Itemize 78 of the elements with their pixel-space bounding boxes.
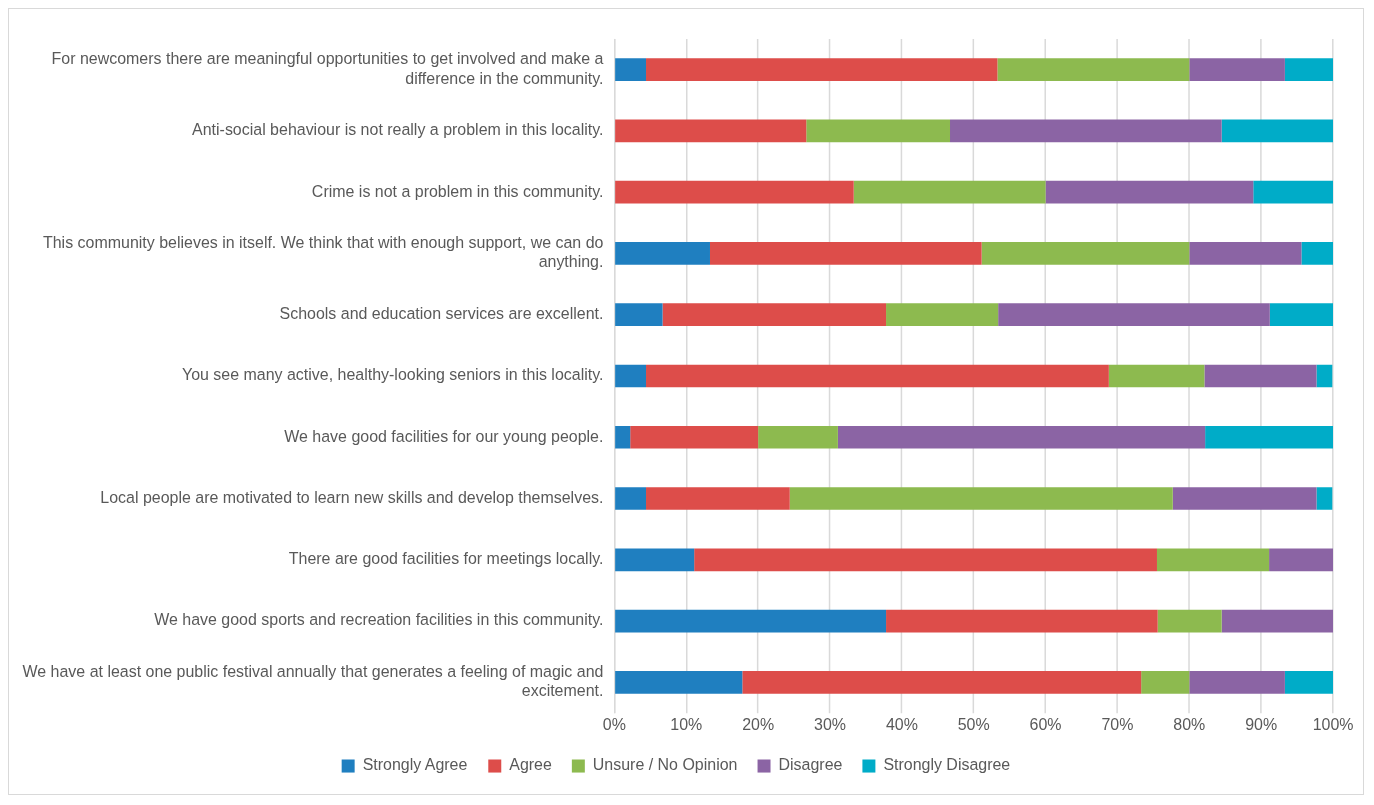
bar bbox=[646, 364, 1109, 388]
legend-label: Strongly Disagree bbox=[883, 756, 1011, 774]
bar bbox=[1221, 119, 1334, 143]
bar bbox=[997, 58, 1190, 81]
y-tick-label: This community believes in itself. We think that with enough support, we can do anything. bbox=[42, 234, 604, 271]
bar bbox=[615, 364, 647, 388]
bar bbox=[615, 303, 663, 327]
bar bbox=[998, 303, 1270, 327]
x-tick-label: 60% bbox=[1029, 715, 1062, 733]
bar bbox=[1189, 671, 1285, 694]
bar bbox=[1172, 487, 1317, 510]
bar bbox=[1045, 180, 1254, 204]
bar bbox=[646, 58, 998, 81]
x-tick-label: 40% bbox=[885, 715, 918, 733]
bar bbox=[981, 242, 1190, 265]
y-tick-label: You see many active, healthy-looking seniors in this locality. bbox=[181, 366, 604, 384]
bar bbox=[1157, 609, 1222, 633]
legend-label: Unsure / No Opinion bbox=[592, 756, 738, 774]
bar bbox=[1108, 364, 1205, 388]
bar bbox=[694, 548, 1157, 572]
bar bbox=[646, 487, 790, 510]
bar bbox=[789, 487, 1173, 510]
bar bbox=[615, 425, 631, 449]
y-tick-label: We have at least one public festival annually that generates a feeling of magic and excitement. bbox=[22, 663, 604, 700]
bar bbox=[886, 303, 999, 327]
bar bbox=[1284, 58, 1334, 81]
x-tick-label: 80% bbox=[1173, 715, 1206, 733]
y-tick-label: Crime is not a problem in this community. bbox=[311, 182, 604, 200]
bar bbox=[1205, 425, 1334, 449]
legend-label: Disagree bbox=[778, 756, 843, 774]
bar bbox=[615, 548, 695, 572]
bar bbox=[1204, 364, 1317, 388]
x-tick-label: 90% bbox=[1245, 715, 1278, 733]
bar bbox=[1269, 548, 1334, 572]
bar bbox=[1141, 671, 1190, 694]
bar bbox=[837, 425, 1206, 449]
x-tick-label: 20% bbox=[742, 715, 775, 733]
bar bbox=[950, 119, 1222, 143]
bar bbox=[742, 671, 1142, 694]
x-tick-label: 50% bbox=[957, 715, 990, 733]
bar bbox=[615, 487, 647, 510]
bar bbox=[1253, 180, 1334, 204]
bar bbox=[615, 180, 854, 204]
x-tick-label: 30% bbox=[814, 715, 846, 733]
y-tick-label: We have good sports and recreation facilities in this community. bbox=[154, 611, 604, 629]
bar bbox=[615, 119, 807, 143]
bar bbox=[630, 425, 759, 449]
x-tick-label: 100% bbox=[1312, 715, 1354, 733]
y-tick-label: Anti-social behaviour is not really a problem in this locality. bbox=[192, 121, 604, 139]
bar bbox=[1316, 487, 1333, 510]
legend-label: Agree bbox=[509, 756, 552, 774]
bar bbox=[1189, 242, 1302, 265]
bar bbox=[1301, 242, 1334, 265]
bar bbox=[615, 58, 647, 81]
bar bbox=[615, 671, 743, 694]
bar bbox=[1316, 364, 1333, 388]
bar bbox=[1156, 548, 1270, 572]
x-tick-label: 70% bbox=[1101, 715, 1134, 733]
y-tick-label: Local people are motivated to learn new skills and develop themselves. bbox=[100, 488, 604, 506]
bar bbox=[1189, 58, 1285, 81]
x-tick-label: 10% bbox=[670, 715, 703, 733]
y-tick-label: For newcomers there are meaningful opportunities to get involved and make a difference in the community. bbox=[51, 50, 604, 87]
bar bbox=[662, 303, 887, 327]
bar bbox=[709, 242, 982, 265]
bar bbox=[1269, 303, 1334, 327]
y-tick-label: We have good facilities for our young people. bbox=[284, 427, 604, 445]
bar bbox=[615, 242, 710, 265]
bar bbox=[886, 609, 1158, 633]
bar bbox=[1284, 671, 1334, 694]
y-tick-label: There are good facilities for meetings locally. bbox=[288, 550, 604, 568]
bar bbox=[1221, 609, 1334, 633]
y-tick-label: Schools and education services are excellent. bbox=[279, 305, 604, 323]
x-tick-label: 0% bbox=[602, 715, 626, 733]
bar bbox=[853, 180, 1046, 204]
bar bbox=[758, 425, 838, 449]
bar bbox=[615, 609, 887, 633]
legend-label: Strongly Agree bbox=[362, 756, 468, 774]
bar bbox=[806, 119, 951, 143]
